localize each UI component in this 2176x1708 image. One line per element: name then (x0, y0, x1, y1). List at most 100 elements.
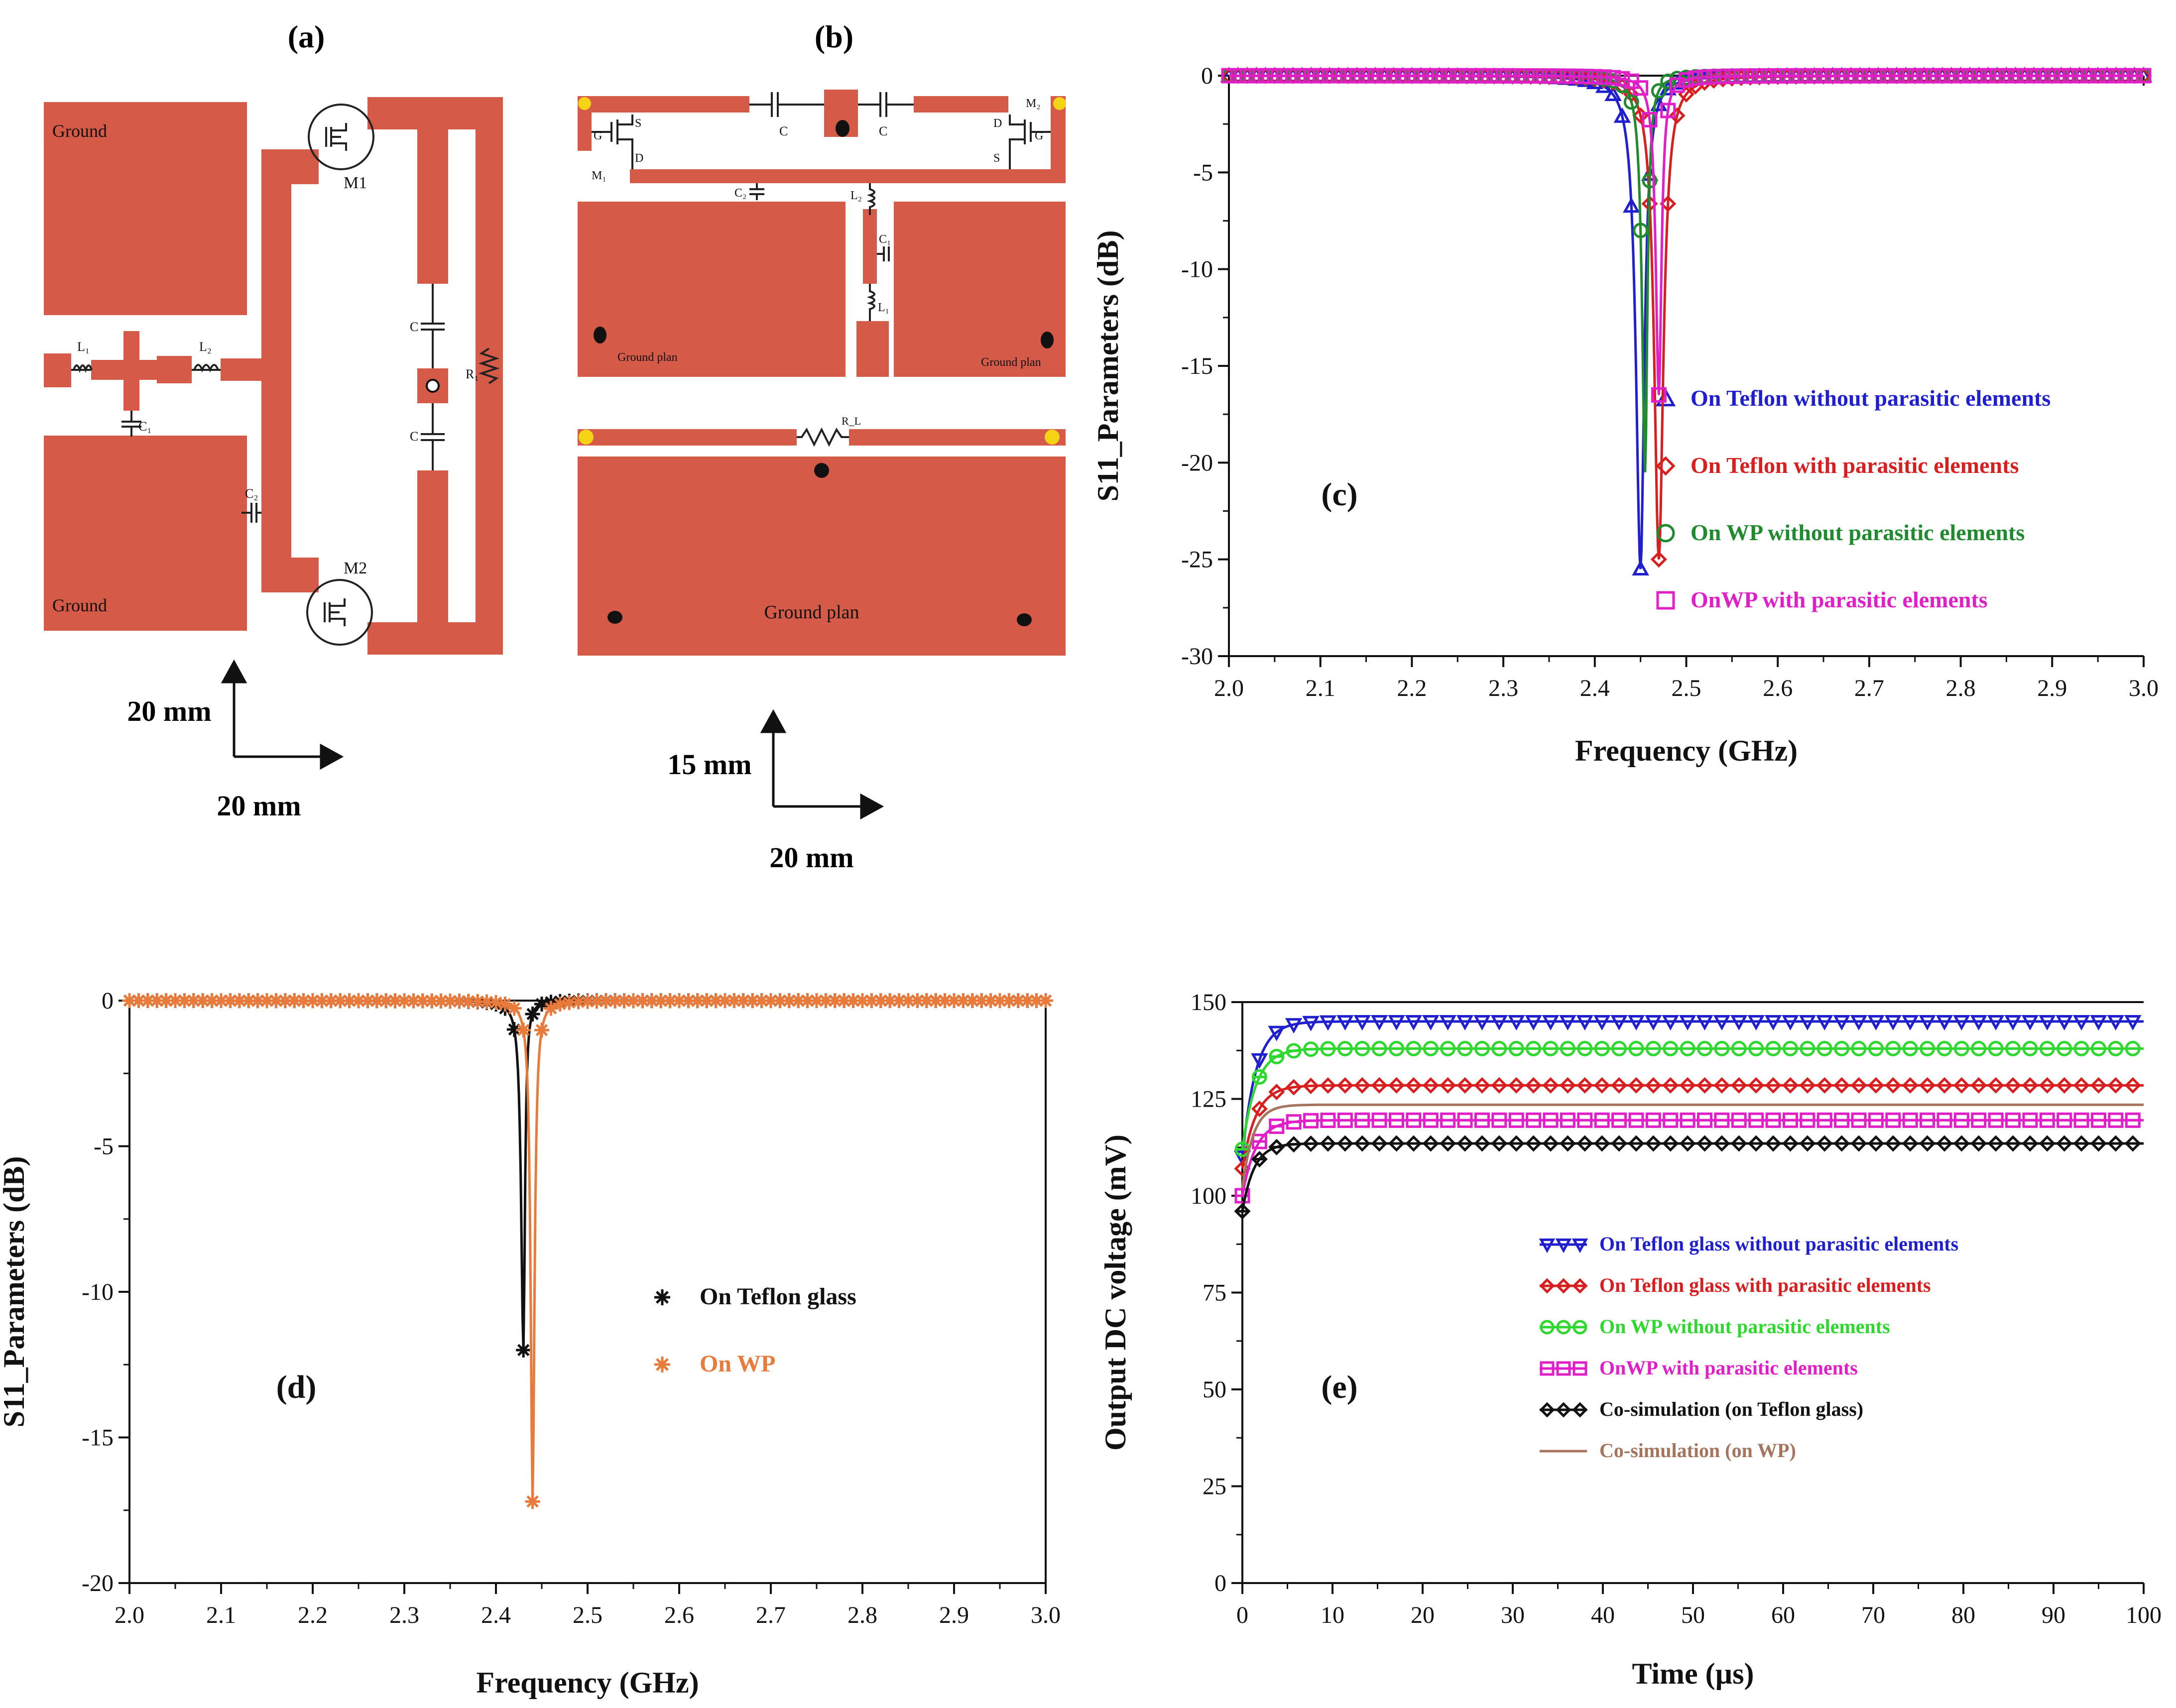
data-point (708, 993, 724, 1009)
x-tick-label: 2.8 (1946, 675, 1976, 701)
data-point (241, 993, 256, 1009)
data-point (1251, 1134, 1267, 1149)
data-point (552, 996, 568, 1012)
data-point (2039, 1015, 2056, 1031)
legend-marker (1555, 1238, 1572, 1253)
data-point (1319, 1015, 1337, 1031)
data-point (452, 993, 467, 1009)
data-point (1628, 1040, 1644, 1056)
data-point (1697, 1112, 1713, 1128)
data-point (1508, 1077, 1525, 1094)
data-point (1320, 1135, 1336, 1152)
data-point (1880, 68, 1896, 84)
legend-marker (1656, 591, 1675, 610)
data-point (2008, 68, 2024, 84)
data-point (827, 993, 843, 1009)
data-point (2035, 68, 2051, 84)
data-point (1239, 68, 1255, 84)
legend-marker (1556, 1278, 1572, 1294)
data-point (1715, 69, 1731, 85)
data-point (1610, 1015, 1628, 1031)
data-point (1660, 73, 1676, 89)
data-point (1623, 197, 1640, 213)
data-point (1867, 1135, 1884, 1152)
legend-marker (1556, 1320, 1571, 1335)
panel-b-symbols (592, 92, 1051, 447)
data-point (1248, 68, 1264, 84)
data-point (1714, 1040, 1730, 1056)
series-line (1241, 1142, 2144, 1212)
y-tick-label: -15 (1181, 353, 1213, 379)
data-point (2054, 68, 2069, 84)
data-point (1748, 1077, 1765, 1094)
data-point (2073, 1112, 2089, 1128)
panel-b-label: (b) (815, 19, 853, 54)
panel-a-layout: (a) (44, 19, 503, 822)
data-point (1936, 1112, 1952, 1128)
data-point (1491, 1040, 1507, 1056)
data-point (1440, 1112, 1456, 1128)
data-point (1919, 1135, 1936, 1152)
m1-symbol (325, 123, 347, 151)
data-point (1302, 1016, 1320, 1031)
data-point (1799, 1015, 1816, 1031)
data-point (1663, 1112, 1679, 1128)
data-point (1761, 68, 1777, 84)
data-point (1440, 1135, 1456, 1152)
data-point (1816, 1112, 1832, 1128)
data-point (1576, 1015, 1594, 1031)
top-line-right (914, 96, 1008, 113)
b-s-left-label: S (635, 117, 641, 130)
data-point (1936, 1040, 1952, 1056)
panel-a-label: (a) (288, 19, 325, 54)
b-l2-label: L₂ (850, 189, 862, 202)
data-point (1508, 1135, 1525, 1152)
data-point (1953, 1112, 1969, 1128)
data-point (1770, 68, 1786, 84)
data-point (1371, 1040, 1387, 1056)
data-point (1934, 68, 1950, 84)
series-line (1241, 1119, 2144, 1196)
via (1017, 613, 1032, 626)
y-tick-label: 100 (1191, 1183, 1226, 1209)
data-point (580, 994, 595, 1009)
data-point (1286, 1043, 1302, 1059)
transistor-m1-icon (592, 114, 633, 169)
b-g-left-label: G (594, 129, 602, 142)
data-point (1354, 1135, 1371, 1152)
x-tick-label: 2.7 (756, 1602, 786, 1628)
data-point (1508, 1040, 1524, 1056)
ground-plan-bottom (578, 456, 1066, 656)
data-point (1303, 1077, 1320, 1094)
data-point (287, 993, 302, 1009)
l1-label: L₁ (77, 340, 90, 354)
m1-pad (261, 149, 319, 184)
data-point (2073, 1135, 2090, 1152)
series-line (129, 999, 1046, 1502)
data-point (1336, 1135, 1353, 1152)
data-point (1627, 1015, 1645, 1031)
data-point (1867, 1077, 1884, 1094)
data-point (443, 993, 458, 1009)
data-point (1920, 1112, 1935, 1128)
data-point (1543, 1040, 1559, 1056)
data-point (1230, 68, 1246, 84)
data-point (1751, 68, 1767, 84)
data-point (1303, 68, 1319, 84)
y-tick-label: -20 (82, 1570, 114, 1596)
data-point (1633, 223, 1649, 238)
data-point (1388, 1135, 1405, 1152)
data-point (1322, 68, 1337, 84)
data-point (928, 993, 944, 1009)
resistor-rl-icon (797, 427, 849, 447)
data-point (2004, 1015, 2022, 1031)
data-point (1286, 1114, 1302, 1130)
data-point (1358, 68, 1374, 84)
y-tick-label: -10 (82, 1279, 114, 1305)
series-0 (122, 993, 1053, 1358)
capacitor-c-bottom-icon (421, 403, 445, 470)
b-m1-label: M₁ (592, 169, 606, 182)
data-point (2081, 68, 2097, 84)
data-point (1833, 1015, 1850, 1031)
y-tick-label: -5 (1193, 159, 1213, 186)
